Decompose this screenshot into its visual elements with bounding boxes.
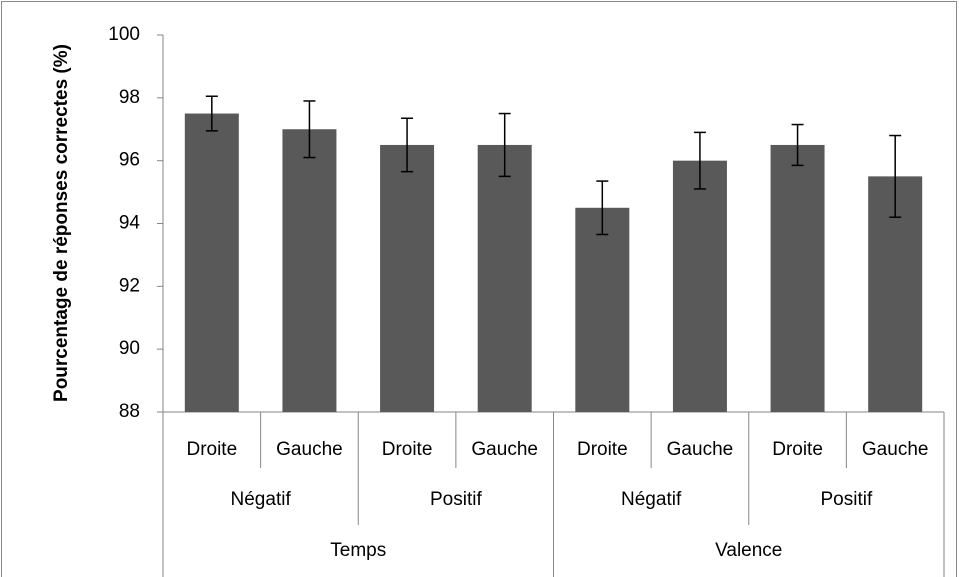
group-label: Positif (821, 489, 873, 510)
x-tick-label: Gauche (667, 439, 734, 460)
x-tick-label: Gauche (862, 439, 929, 460)
y-tick-label: 90 (119, 338, 140, 359)
bar (184, 113, 239, 413)
y-tick-label: 98 (119, 87, 140, 108)
bar (380, 144, 435, 413)
x-tick-label: Gauche (276, 439, 343, 460)
group-label: Négatif (621, 489, 682, 510)
bar (770, 144, 825, 413)
supergroup-label: Temps (330, 540, 386, 561)
bar (477, 144, 532, 413)
bar (282, 129, 337, 412)
x-tick-label: Droite (772, 439, 823, 460)
x-tick-label: Droite (577, 439, 628, 460)
y-tick-label: 100 (108, 24, 140, 45)
y-tick-label: 96 (119, 150, 140, 171)
y-tick-label: 94 (119, 213, 141, 234)
x-tick-label: Droite (186, 439, 237, 460)
y-axis-label: Pourcentage de réponses correctes (%) (51, 44, 72, 402)
x-tick-label: Gauche (471, 439, 538, 460)
group-label: Négatif (231, 489, 292, 510)
supergroup-label: Valence (715, 540, 782, 561)
y-tick-label: 92 (119, 275, 140, 296)
bar (575, 207, 630, 412)
group-label: Positif (430, 489, 482, 510)
x-tick-label: Droite (382, 439, 433, 460)
y-tick-label: 88 (119, 401, 140, 422)
bar (672, 160, 727, 412)
